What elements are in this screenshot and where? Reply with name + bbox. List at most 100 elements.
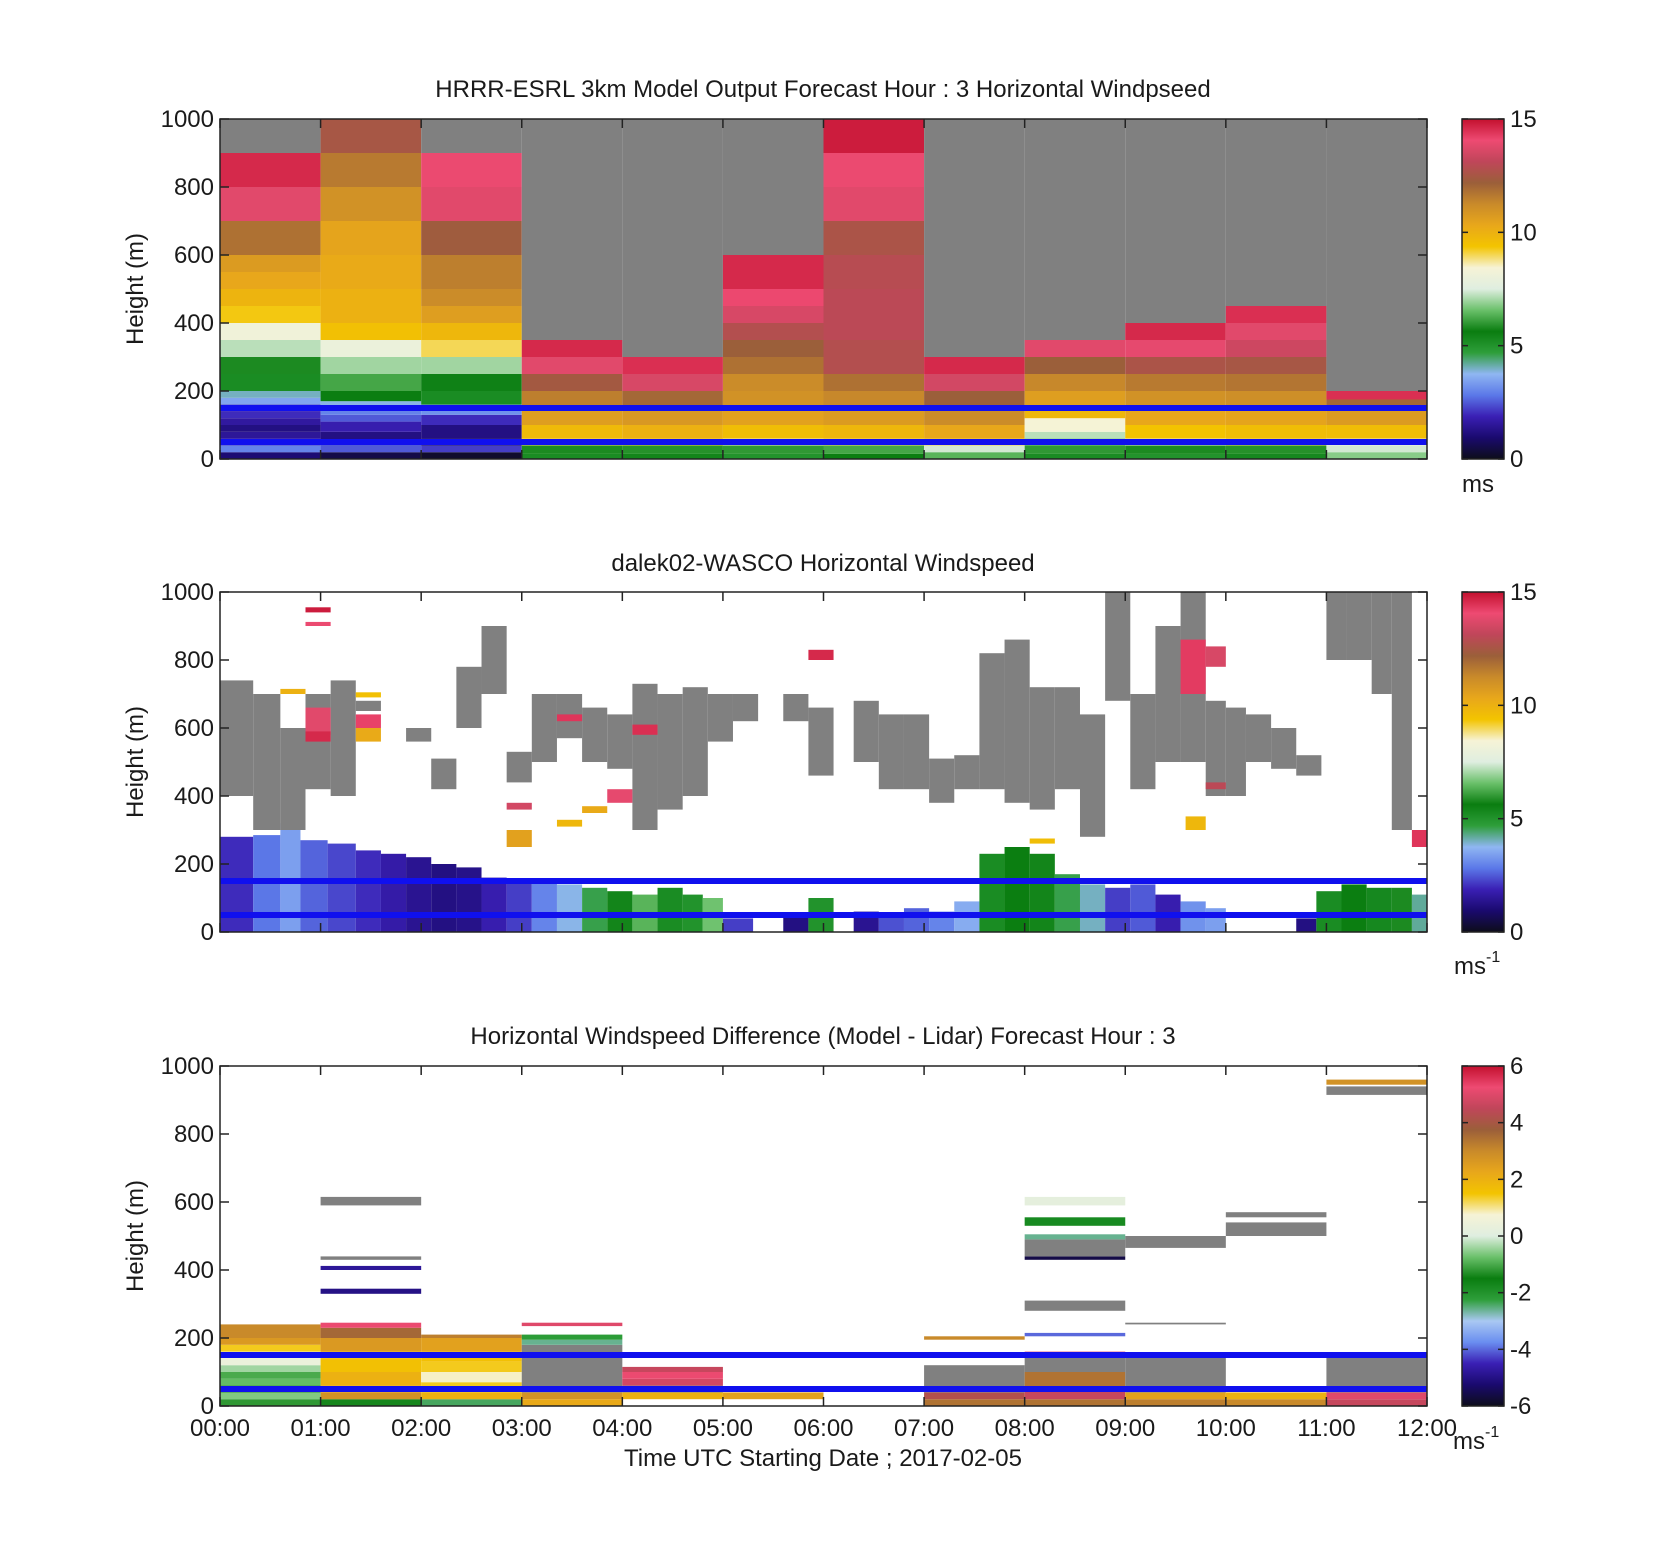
heatmap-cell (1205, 700, 1226, 796)
heatmap-cell (1411, 830, 1427, 847)
heatmap-cell (1296, 755, 1322, 776)
heatmap-cell (320, 1322, 422, 1328)
heatmap-cell (722, 408, 824, 425)
colorbar-tick-label: 15 (1510, 579, 1537, 606)
heatmap-cell (1225, 1399, 1327, 1406)
heatmap-cell (355, 728, 381, 742)
heatmap-cell (320, 255, 422, 289)
heatmap-cell (1225, 453, 1327, 459)
heatmap-cell (220, 1358, 321, 1366)
y-tick-label: 200 (174, 1325, 214, 1352)
x-tick-label: 11:00 (1297, 1415, 1355, 1442)
y-tick-label: 1000 (161, 106, 214, 133)
heatmap-cell (1205, 908, 1226, 932)
colorbar-ticks: -6 -4 -2 0 2 4 6 (1462, 1053, 1531, 1420)
heatmap-cell (823, 119, 925, 153)
heatmap-cell (431, 864, 457, 932)
colorbar-strip (1461, 118, 1505, 460)
heatmap-cell (320, 401, 422, 408)
heatmap-cell (1024, 1300, 1126, 1311)
x-tick-labels: 00:00 01:00 02:00 03:00 04:00 05:00 06:00 07:00… (190, 1415, 1457, 1442)
heatmap-cell (556, 819, 583, 827)
heatmap-cell (924, 357, 1025, 374)
colorbar-tick-label: 6 (1510, 1053, 1523, 1080)
heatmap-cell (521, 391, 623, 408)
colorbar-tick-label: 10 (1510, 219, 1537, 246)
heatmap-cell (521, 357, 623, 374)
heatmap-cell (320, 431, 422, 442)
heatmap-cell (521, 1334, 623, 1340)
heatmap-cell (622, 445, 723, 454)
heatmap-cell (421, 445, 522, 453)
heatmap-cell (320, 1196, 422, 1206)
heatmap-cell (531, 694, 557, 762)
heatmap-cell (823, 408, 925, 425)
heatmap-cell (220, 272, 321, 289)
heatmap-cell (521, 119, 623, 340)
heatmap-cell (1054, 687, 1080, 790)
heatmap-cell (305, 621, 331, 626)
heatmap-cell (531, 881, 557, 932)
heatmap-cell (722, 425, 824, 439)
heatmap-cell (722, 918, 754, 932)
heatmap-cell (1366, 887, 1392, 932)
heatmap-cell (1105, 592, 1131, 701)
heatmap-cell (220, 431, 321, 439)
heatmap-cell (1225, 374, 1327, 391)
heatmap-cell (1024, 1332, 1126, 1337)
heatmap-cell (1125, 408, 1226, 425)
heatmap-cell (421, 1372, 522, 1383)
x-tick-label: 04:00 (592, 1415, 652, 1442)
x-tick-label: 09:00 (1095, 1415, 1155, 1442)
reference-lines (220, 878, 1427, 918)
heatmap-cell (1004, 847, 1030, 932)
heatmap-cell (380, 853, 407, 932)
heatmap-cell (823, 445, 925, 454)
heatmap-cell (220, 1399, 321, 1406)
heatmap-cell (1079, 884, 1106, 932)
heatmap-cell (1225, 707, 1246, 796)
heatmap-cell (903, 714, 930, 790)
heatmap-cell (1024, 408, 1126, 419)
heatmap-cell (1225, 1392, 1327, 1400)
heatmap-cell (808, 649, 834, 660)
heatmap-cell (722, 119, 824, 255)
heatmap-cell (421, 414, 522, 425)
heatmap-cell (1326, 592, 1347, 660)
heatmap-cell (1125, 340, 1226, 357)
heatmap-cell (220, 452, 321, 459)
heatmap-cell (421, 1361, 522, 1372)
x-tick-label: 01:00 (291, 1415, 351, 1442)
y-tick-label: 0 (201, 446, 214, 473)
colorbar-tick-label: 5 (1510, 806, 1523, 833)
y-tick-label: 800 (174, 1121, 214, 1148)
heatmap-cell (456, 666, 482, 728)
y-axis-label: Height (m) (122, 233, 149, 345)
heatmap-cell (924, 1399, 1025, 1406)
heatmap-cell (1225, 357, 1327, 374)
heatmap-cell (280, 823, 301, 932)
y-tick-label: 600 (174, 242, 214, 269)
heatmap-cell (823, 453, 925, 459)
heatmap-cell (320, 1372, 422, 1386)
heatmap-cell (1029, 853, 1055, 932)
heatmap-cell (280, 728, 306, 830)
heatmap-cell (722, 357, 824, 374)
heatmap-cell (1225, 323, 1327, 340)
heatmap-cell (220, 418, 321, 425)
heatmap-cell (421, 391, 522, 405)
heatmap-cell (521, 1339, 623, 1345)
colorbar-ticks: 0 5 10 15 (1462, 106, 1537, 473)
heatmap-cell (506, 879, 532, 932)
heatmap-cell (421, 452, 522, 459)
panel-difference: Horizontal Windspeed Difference (Model -… (122, 1023, 1531, 1472)
heatmap-cell (521, 1399, 623, 1406)
x-tick-label: 10:00 (1196, 1415, 1256, 1442)
heatmap-cell (1105, 887, 1131, 932)
heatmap-cell (924, 1336, 1025, 1340)
colorbar-tick-label: 0 (1510, 446, 1523, 473)
heatmap-cell (722, 340, 824, 357)
heatmap-cell (521, 1344, 623, 1355)
heatmap-cell (622, 1366, 723, 1372)
heatmap-cell (823, 374, 925, 391)
